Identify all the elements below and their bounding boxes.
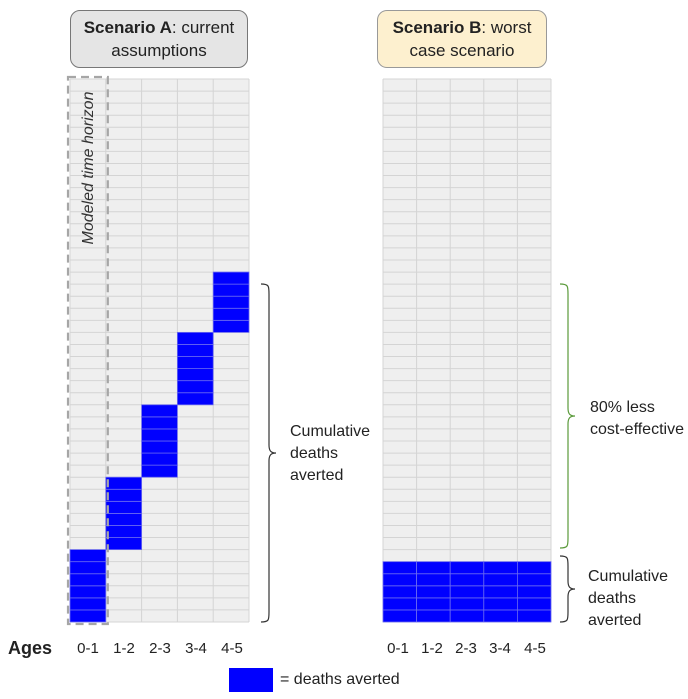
scenario-b-death-averted-cell [517,585,552,599]
scenario-a-death-averted-cell [69,597,107,611]
scenario-b-death-averted-cell [517,597,552,611]
scenario-b-age-tick: 2-3 [455,640,477,657]
scenario-b-death-averted-cell [483,609,518,623]
scenario-b-death-averted-cell [416,561,451,575]
scenario-b-death-averted-cell [382,561,417,575]
scenario-a-title-bold: Scenario A [83,18,172,37]
scenario-a-death-averted-cell [69,573,107,587]
scenario-a-death-averted-cell [176,368,214,382]
scenario-a-death-averted-cell [69,561,107,575]
scenario-a-bracket-line-2: deaths [290,445,339,462]
scenario-b-age-tick: 1-2 [421,640,443,657]
scenario-a-death-averted-cell [141,464,178,478]
scenario-b-upper-line-1: 80% less [590,399,655,416]
scenario-b-lower-line-1: Cumulative [588,568,669,585]
legend-text: = deaths averted [280,671,400,688]
scenario-b-upper-bracket-label: 80% less cost-effective [590,397,684,441]
scenario-a-death-averted-cell [212,283,250,297]
scenario-b-death-averted-cell [416,609,451,623]
scenario-a-age-tick: 2-3 [149,640,171,657]
scenario-a-death-averted-cell [141,404,178,418]
scenario-b-lower-bracket-label: Cumulative deaths averted [588,566,668,632]
scenario-a-death-averted-cell [69,549,107,563]
scenario-a-age-tick: 1-2 [113,640,135,657]
scenario-a-death-averted-cell [105,476,143,490]
scenario-a-death-averted-cell [69,585,107,599]
scenario-a-age-tick: 4-5 [221,640,243,657]
scenario-a-death-averted-cell [212,271,250,285]
scenario-b-death-averted-cell [382,597,417,611]
scenario-a-death-averted-cell [105,500,143,514]
scenario-b-death-averted-cell [382,609,417,623]
scenario-a-death-averted-cell [212,319,250,333]
scenario-b-lower-line-2: deaths [588,590,637,607]
scenario-a-death-averted-cell [141,452,178,466]
scenario-b-death-averted-cell [449,609,485,623]
scenario-a-death-averted-cell [105,537,143,550]
scenario-a-death-averted-cell [176,380,214,394]
scenario-b-death-averted-cell [517,561,552,575]
scenario-a-death-averted-cell [212,295,250,309]
scenario-b-title-rest: : worst case scenario [409,18,532,60]
scenario-a-death-averted-cell [176,356,214,369]
scenario-b-death-averted-cell [517,609,552,623]
scenario-b-age-tick: 3-4 [489,640,511,657]
scenario-a-death-averted-cell [212,307,250,321]
scenario-a-bracket-line-3: averted [290,467,344,484]
scenario-b-death-averted-cell [483,573,518,587]
scenario-b-death-averted-cell [449,573,485,587]
scenario-b-death-averted-cell [517,573,552,587]
scenario-a-age-tick: 0-1 [77,640,99,657]
scenario-b-upper-bracket [559,283,576,549]
scenario-a-death-averted-cell [105,525,143,538]
ages-axis-label: Ages [8,638,53,658]
scenario-a-death-averted-cell [141,440,178,454]
scenario-b-age-tick: 0-1 [387,640,409,657]
scenario-b-title-bold: Scenario B [392,18,482,37]
scenario-a-death-averted-cell [141,416,178,430]
modeled-time-horizon-label: Modeled time horizon [80,91,97,245]
scenario-b-grid-background [383,79,551,622]
scenario-b-death-averted-cell [449,561,485,575]
scenario-b-death-averted-cell [382,585,417,599]
scenario-b-age-tick: 4-5 [524,640,546,657]
scenario-a-title-rest: : current assumptions [111,18,235,60]
scenario-b-header: Scenario B: worst case scenario [377,10,547,68]
scenario-a-header: Scenario A: current assumptions [70,10,248,68]
scenario-b-lower-bracket [559,555,576,623]
scenario-a-death-averted-cell [176,392,214,406]
scenario-a-death-averted-cell [141,428,178,442]
scenario-b-death-averted-cell [449,597,485,611]
scenario-b-death-averted-cell [416,585,451,599]
scenario-a-bracket-label: Cumulative deaths averted [290,421,370,487]
scenario-a-grid-background [70,79,249,622]
scenario-b-lower-line-3: averted [588,612,642,629]
scenario-b-death-averted-cell [416,597,451,611]
scenario-b-death-averted-cell [449,585,485,599]
scenario-a-bracket [260,283,277,623]
scenario-b-death-averted-cell [483,597,518,611]
scenario-b-death-averted-cell [416,573,451,587]
scenario-a-death-averted-cell [105,513,143,526]
scenario-a-age-tick: 3-4 [185,640,207,657]
scenario-b-upper-line-2: cost-effective [590,421,684,438]
modeled-time-horizon-box [66,75,109,626]
scenario-a-death-averted-cell [176,331,214,345]
scenario-a-death-averted-cell [105,488,143,502]
scenario-b-death-averted-cell [382,573,417,587]
scenario-a-bracket-line-1: Cumulative [290,423,371,440]
legend-swatch [229,668,273,692]
scenario-a-death-averted-cell [69,609,107,623]
scenario-a-death-averted-cell [176,344,214,357]
scenario-b-death-averted-cell [483,585,518,599]
scenario-b-death-averted-cell [483,561,518,575]
